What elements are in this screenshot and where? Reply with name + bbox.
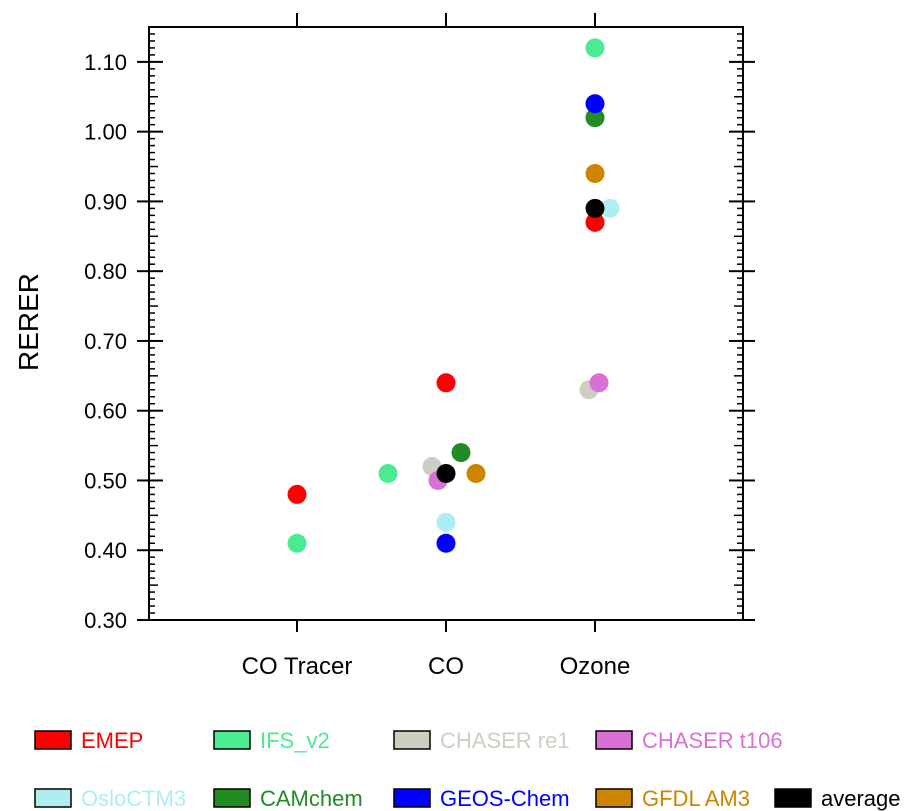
y-axis-label: RERER: [13, 273, 44, 371]
legend-swatch: [393, 730, 431, 750]
point-osloctm3: [600, 198, 620, 218]
legend-swatch: [595, 730, 633, 750]
point-average: [436, 463, 456, 483]
y-tick-label: 1.10: [84, 50, 127, 75]
legend: EMEP IFS_v2 CHASER re1 CHASER t106 OsloCTM3 C…: [34, 728, 901, 811]
point-emep: [436, 373, 456, 393]
legend-label: CHASER re1: [440, 728, 570, 753]
legend-swatch: [595, 788, 633, 808]
point-geos-chem: [585, 94, 605, 114]
point-emep: [585, 212, 605, 232]
y-tick-label: 1.00: [84, 120, 127, 145]
point-ifs-v2: [287, 533, 307, 553]
legend-label: EMEP: [81, 728, 143, 753]
legend-label: CAMchem: [260, 786, 363, 811]
x-axis-ticks: CO Tracer CO Ozone: [242, 13, 631, 680]
x-tick-label: Ozone: [560, 653, 631, 680]
y-tick-label: 0.60: [84, 399, 127, 424]
y-tick-label: 0.70: [84, 329, 127, 354]
legend-label: CHASER t106: [642, 728, 783, 753]
y-tick-label: 0.50: [84, 468, 127, 493]
point-camchem: [451, 443, 471, 463]
legend-label: GEOS-Chem: [440, 786, 570, 811]
point-gfdl-am3: [466, 463, 486, 483]
point-emep: [287, 484, 307, 504]
data-points: [287, 38, 620, 553]
point-ifs-v2: [585, 38, 605, 58]
point-camchem: [585, 108, 605, 128]
y-axis-ticks: 0.30 0.40 0.50 0.60 0.70 0.80 0.90 1.00 1.10: [84, 26, 755, 633]
legend-label: OsloCTM3: [81, 786, 186, 811]
x-tick-label: CO: [428, 653, 464, 680]
legend-label: GFDL AM3: [642, 786, 750, 811]
legend-swatch: [774, 788, 812, 808]
point-ifs-v2: [378, 463, 398, 483]
point-geos-chem: [436, 533, 456, 553]
legend-swatch: [393, 788, 431, 808]
point-osloctm3: [436, 512, 456, 532]
legend-swatch: [213, 730, 251, 750]
y-tick-label: 0.40: [84, 538, 127, 563]
y-tick-label: 0.80: [84, 259, 127, 284]
legend-swatch: [34, 730, 72, 750]
y-tick-label: 0.90: [84, 189, 127, 214]
legend-label: IFS_v2: [260, 728, 330, 753]
point-average: [585, 198, 605, 218]
legend-swatch: [213, 788, 251, 808]
y-tick-label: 0.30: [84, 608, 127, 633]
point-gfdl-am3: [585, 164, 605, 184]
point-chaser-t106: [589, 373, 609, 393]
legend-swatch: [34, 788, 72, 808]
x-tick-label: CO Tracer: [242, 653, 353, 680]
legend-label: average: [821, 786, 901, 811]
